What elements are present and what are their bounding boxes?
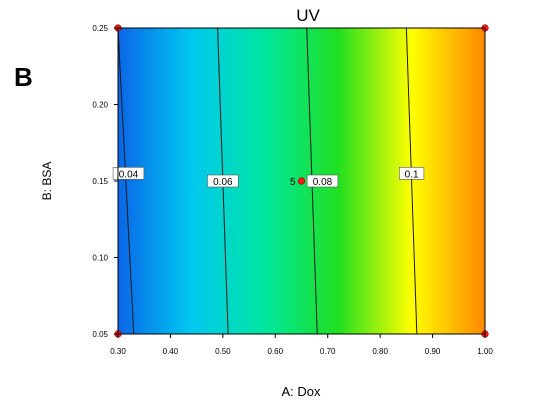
contour-label-box [306, 174, 339, 188]
design-point [297, 177, 306, 185]
contour-label: 0.08 [313, 177, 333, 188]
x-tick-label: 0.80 [372, 347, 388, 356]
x-axis-label: A: Dox [281, 384, 321, 399]
y-axis-label: B: BSA [40, 162, 54, 201]
design-point-label: 5 [290, 177, 296, 188]
x-tick-label: 0.60 [267, 347, 283, 356]
y-tick-label: 0.10 [92, 254, 108, 263]
x-tick-label: 0.50 [215, 347, 231, 356]
contour-label: 0.1 [405, 169, 419, 180]
panel-label: B [14, 62, 33, 92]
y-tick-label: 0.05 [92, 330, 108, 339]
x-tick-label: 0.70 [320, 347, 336, 356]
contour-line [117, 27, 135, 335]
x-axis: 0.30 0.40 0.50 0.60 0.70 0.80 0.90 1.00 [110, 334, 493, 356]
x-tick-label: 0.30 [110, 347, 126, 356]
x-tick-label: 0.40 [163, 347, 179, 356]
contour-label-box [398, 167, 425, 180]
x-tick-label: 1.00 [477, 347, 493, 356]
contour-label: 0.06 [213, 177, 233, 188]
contour-label-box [207, 174, 239, 188]
contour-line [405, 27, 418, 335]
y-axis: 0.05 0.10 0.15 0.20 0.25 [92, 24, 118, 339]
y-tick-label: 0.25 [92, 24, 108, 33]
y-tick-label: 0.15 [92, 177, 108, 186]
contour-lines: 0.04 0.06 0.08 0.1 [112, 27, 425, 335]
x-tick-label: 0.90 [425, 347, 441, 356]
chart-title: UV [296, 6, 320, 25]
y-tick-label: 0.20 [92, 101, 108, 110]
contour-label: 0.04 [119, 169, 139, 180]
contour-label-box [112, 167, 145, 180]
